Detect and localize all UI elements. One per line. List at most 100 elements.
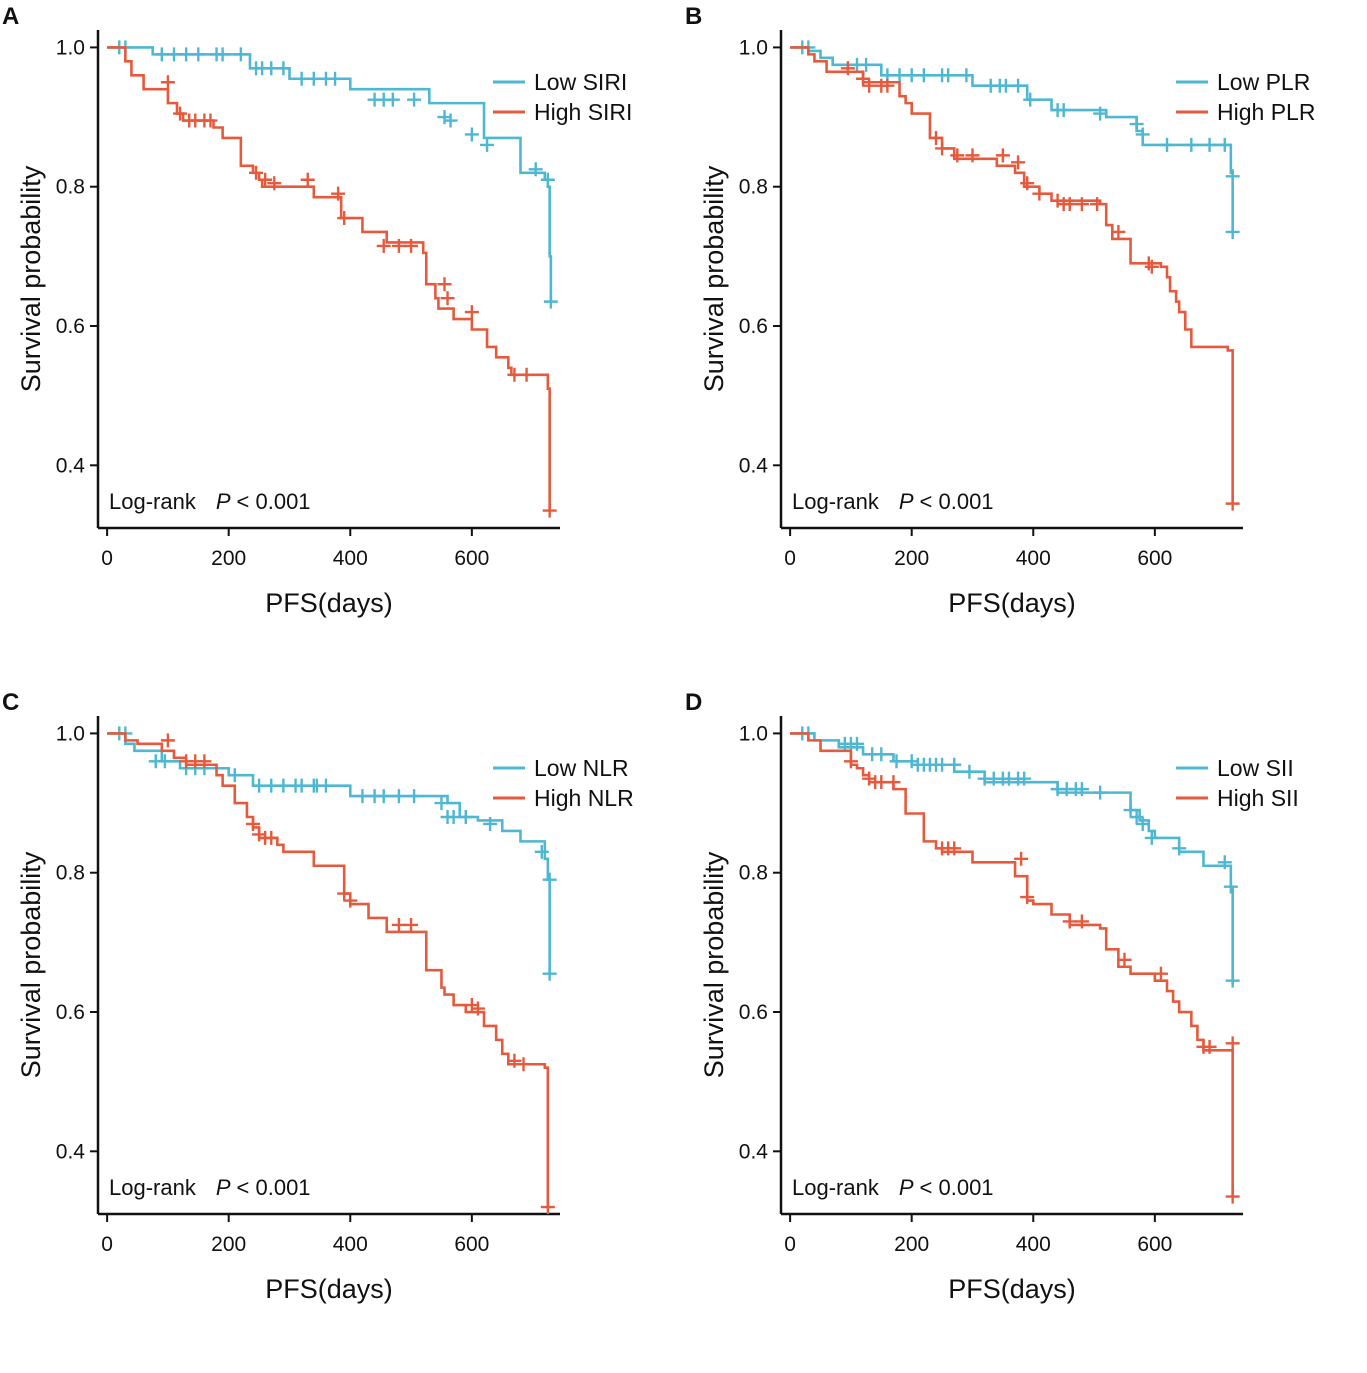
censor-mark-low — [1217, 137, 1232, 152]
censor-mark-low — [1017, 771, 1032, 786]
censor-mark-low — [480, 137, 495, 152]
censor-mark-high — [267, 176, 282, 191]
censor-mark-low — [191, 47, 206, 62]
y-tick-label: 0.6 — [56, 315, 85, 338]
p-symbol: P — [216, 1175, 231, 1200]
censor-mark-high — [160, 75, 175, 90]
y-tick-label: 0.8 — [56, 176, 85, 199]
censor-mark-high — [843, 754, 858, 769]
log-rank-annotation: Log-rank P < 0.001 — [792, 489, 994, 514]
y-tick-label: 0.4 — [56, 454, 86, 477]
legend-label-high: High SII — [1217, 785, 1299, 811]
censor-mark-low — [947, 757, 962, 772]
censor-mark-low — [904, 68, 919, 83]
censor-mark-low — [154, 47, 169, 62]
log-rank-annotation: Log-rank P < 0.001 — [109, 1175, 311, 1200]
censor-mark-high — [1074, 914, 1089, 929]
p-symbol: P — [216, 489, 231, 514]
censor-mark-high — [1144, 259, 1159, 274]
censor-mark-high — [880, 78, 895, 93]
x-tick-label: 400 — [1016, 547, 1051, 570]
censor-mark-high — [886, 775, 901, 790]
panel-label: C — [2, 689, 19, 716]
censor-mark-low — [1223, 879, 1238, 894]
censor-mark-high — [947, 841, 962, 856]
censor-mark-low — [1144, 830, 1159, 845]
censor-mark-high — [246, 816, 261, 831]
log-rank-label: Log-rank — [792, 489, 880, 514]
censor-mark-low — [849, 736, 864, 751]
x-tick-label: 400 — [1016, 1233, 1051, 1256]
censor-mark-low — [1202, 137, 1217, 152]
y-tick-label: 0.8 — [56, 862, 85, 885]
y-tick-label: 0.8 — [739, 862, 768, 885]
p-symbol: P — [899, 1175, 914, 1200]
censor-mark-high — [1141, 256, 1156, 271]
censor-mark-high — [337, 886, 352, 901]
legend-label-low: Low SII — [1217, 755, 1294, 781]
censor-mark-low — [540, 172, 555, 187]
panel-a: A 0.4 0.6 0.8 1.0 0 200 400 600 PFS(days) Survival… — [0, 0, 683, 686]
x-axis-title: PFS(days) — [948, 588, 1076, 618]
censor-mark-high — [376, 238, 391, 253]
y-tick-label: 0.6 — [56, 1001, 85, 1024]
x-tick-label: 200 — [211, 547, 246, 570]
censor-mark-low — [543, 294, 558, 309]
censor-mark-low — [941, 68, 956, 83]
x-tick-label: 600 — [454, 1233, 489, 1256]
censor-mark-high — [516, 1057, 531, 1072]
legend-label-low: Low SIRI — [534, 69, 627, 95]
censor-mark-low — [252, 778, 267, 793]
censor-mark-high — [160, 733, 175, 748]
log-rank-annotation: Log-rank P < 0.001 — [792, 1175, 994, 1200]
censor-mark-low — [1123, 803, 1138, 818]
censor-mark-high — [173, 106, 188, 121]
censor-mark-low — [1225, 224, 1240, 239]
censor-mark-low — [306, 71, 321, 86]
censor-mark-high — [1020, 176, 1035, 191]
panel-label: D — [685, 689, 702, 716]
y-tick-label: 1.0 — [56, 722, 85, 745]
log-rank-label: Log-rank — [109, 1175, 197, 1200]
p-symbol: P — [899, 489, 914, 514]
y-axis-title: Survival probability — [16, 165, 46, 392]
legend-label-low: Low PLR — [1217, 69, 1310, 95]
censor-mark-high — [1117, 952, 1132, 967]
censor-mark-low — [391, 789, 406, 804]
censor-mark-low — [962, 764, 977, 779]
x-tick-label: 0 — [101, 1233, 113, 1256]
censor-mark-high — [965, 148, 980, 163]
censor-mark-high — [1062, 914, 1077, 929]
x-tick-label: 400 — [333, 547, 368, 570]
censor-mark-low — [1172, 841, 1187, 856]
censor-mark-high — [1014, 851, 1029, 866]
legend-label-high: High SIRI — [534, 99, 632, 125]
censor-mark-low — [1225, 169, 1240, 184]
x-tick-label: 400 — [333, 1233, 368, 1256]
censor-mark-high — [935, 141, 950, 156]
censor-mark-low — [1056, 103, 1071, 118]
log-rank-annotation: Log-rank P < 0.001 — [109, 489, 311, 514]
x-tick-label: 600 — [1137, 547, 1172, 570]
censor-mark-low — [1184, 137, 1199, 152]
censor-mark-low — [233, 47, 248, 62]
y-axis-title: Survival probability — [16, 851, 46, 1078]
km-plot-c: C 0.4 0.6 0.8 1.0 0 200 400 600 PFS(days) Survival… — [2, 689, 634, 1304]
censor-mark-low — [1225, 973, 1240, 988]
censor-mark-low — [483, 816, 498, 831]
censor-mark-high — [1011, 155, 1026, 170]
censor-mark-high — [1153, 966, 1168, 981]
x-tick-label: 0 — [101, 547, 113, 570]
censor-mark-high — [404, 238, 419, 253]
y-axis-title: Survival probability — [699, 165, 729, 392]
censor-mark-low — [1217, 855, 1232, 870]
censor-mark-low — [892, 68, 907, 83]
p-value: < 0.001 — [237, 489, 311, 514]
x-tick-label: 0 — [784, 1233, 796, 1256]
survival-curve-high — [790, 46, 1234, 504]
legend-label-high: High PLR — [1217, 99, 1315, 125]
censor-mark-low — [276, 778, 291, 793]
censor-mark-high — [258, 172, 273, 187]
survival-curve-low — [107, 46, 553, 302]
censor-mark-low — [1135, 816, 1150, 831]
